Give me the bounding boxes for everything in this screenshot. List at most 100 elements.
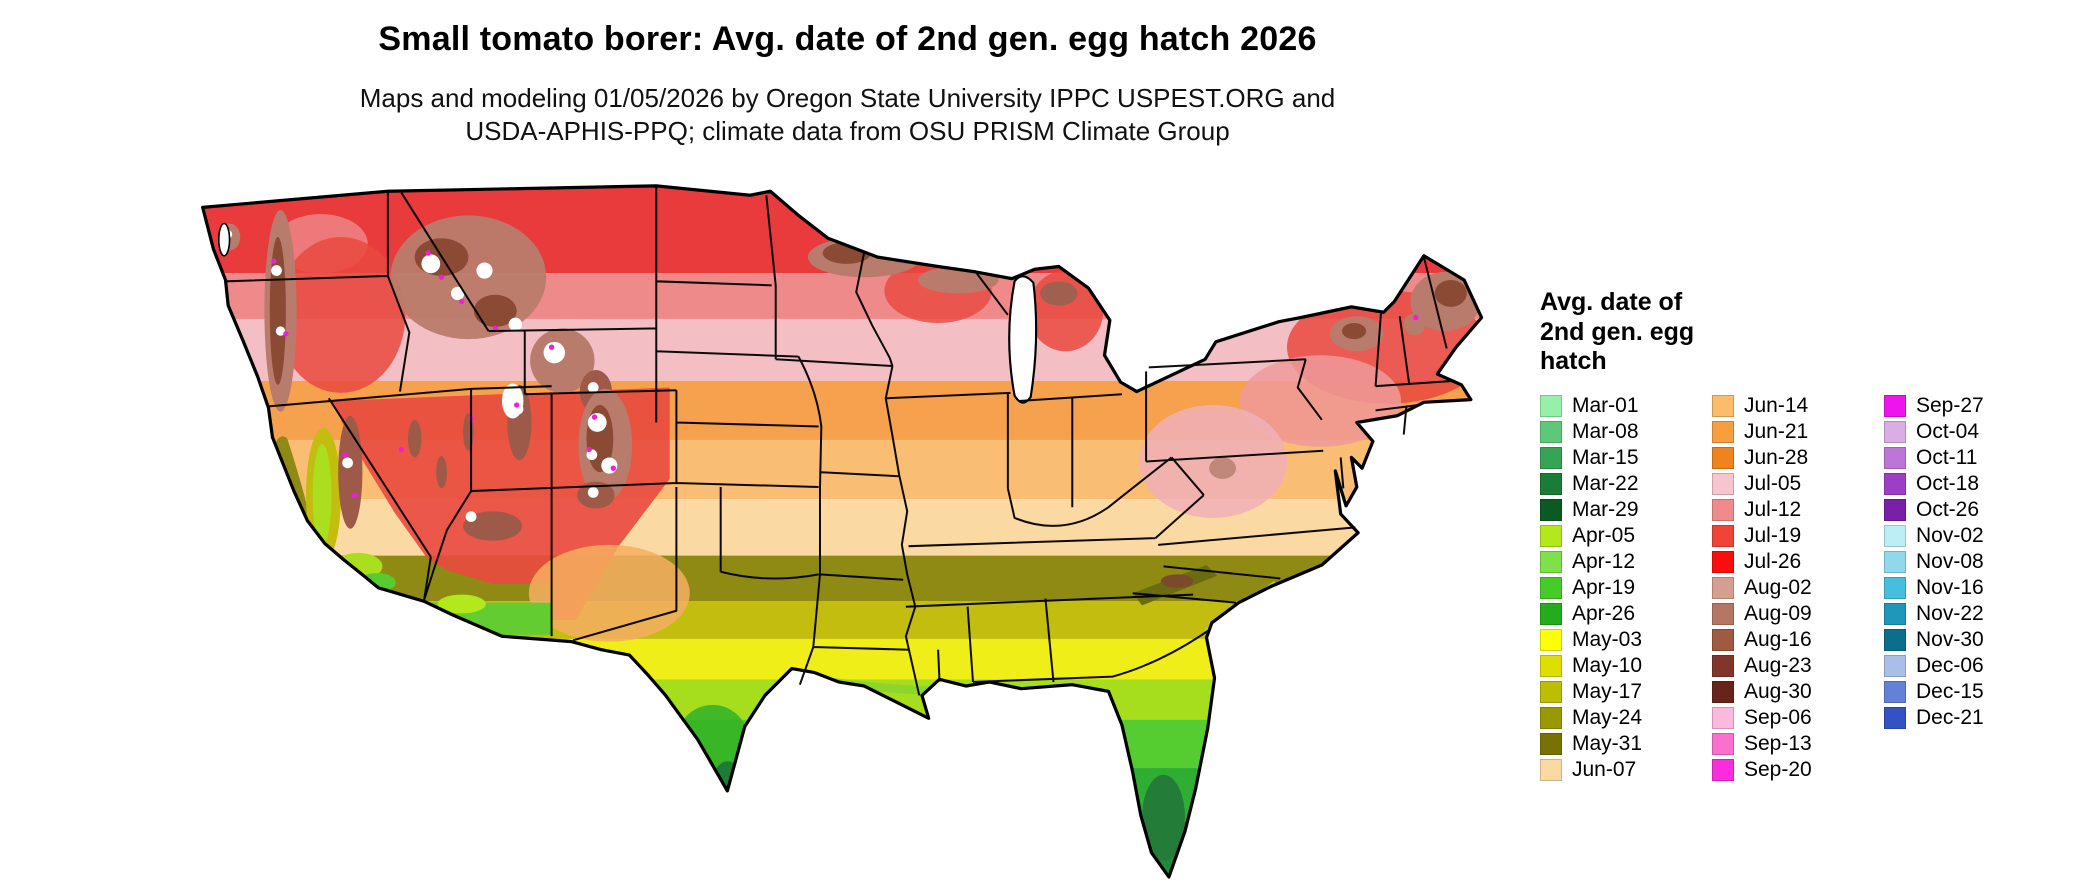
legend-entry: Mar-01 [1540,393,1712,419]
legend-date-label: Oct-18 [1916,471,1980,495]
legend-entry: Mar-08 [1540,419,1712,445]
legend-swatch [1884,680,1906,703]
legend-entry: Jun-21 [1712,419,1884,445]
us-map [201,184,1484,879]
legend-swatch [1712,524,1734,547]
legend-entry: Apr-19 [1540,575,1712,601]
legend-swatch [1712,732,1734,755]
legend-entry: Jul-05 [1712,471,1884,497]
legend-entry: Jul-19 [1712,523,1884,549]
legend-entry: May-31 [1540,731,1712,757]
legend-swatch [1540,446,1562,469]
legend-entry: Jun-07 [1540,757,1712,783]
legend-swatch [1884,654,1906,677]
legend-swatch [1884,576,1906,599]
legend-date-label: Aug-23 [1744,653,1812,677]
legend-swatch [1712,758,1734,781]
legend-swatch [1540,420,1562,443]
legend-swatch [1540,758,1562,781]
legend-entry: Oct-11 [1884,445,1984,471]
legend-swatch [1712,706,1734,729]
legend-swatch [1712,654,1734,677]
legend-entry: Sep-13 [1712,731,1884,757]
country-outline [201,184,1484,879]
legend-date-label: Aug-30 [1744,679,1812,703]
legend-entry: Aug-23 [1712,653,1884,679]
legend-entry: Sep-06 [1712,705,1884,731]
legend-entry: Dec-21 [1884,705,1984,731]
legend-date-label: May-03 [1572,627,1643,651]
legend-date-label: Aug-16 [1744,627,1812,651]
legend-columns: Mar-01 Mar-08 Mar-15 Mar-22 Mar-29 Apr-05 Apr-… [1540,393,2085,783]
legend-date-label: Oct-04 [1916,419,1980,443]
legend-swatch [1884,628,1906,651]
legend-swatch [1884,550,1906,573]
legend-entry: Nov-08 [1884,549,1984,575]
legend-date-label: Jul-19 [1744,523,1802,547]
legend-date-label: May-31 [1572,731,1643,755]
state-borders [226,185,1455,696]
page-title: Small tomato borer: Avg. date of 2nd gen… [378,20,1317,58]
legend-swatch [1540,602,1562,625]
legend-title-line-3: hatch [1540,347,1607,375]
legend-swatch [1712,628,1734,651]
legend-entry: Mar-15 [1540,445,1712,471]
legend-entry: Jun-28 [1712,445,1884,471]
legend-date-label: Apr-26 [1572,601,1636,625]
legend-entry: Apr-05 [1540,523,1712,549]
legend-date-label: Sep-20 [1744,757,1812,781]
legend-swatch [1884,524,1906,547]
legend-entry: Apr-12 [1540,549,1712,575]
legend-swatch [1540,524,1562,547]
legend-date-label: Mar-08 [1572,419,1639,443]
legend-title: Avg. date of 2nd gen. egg hatch [1540,288,2085,377]
legend-date-label: Dec-15 [1916,679,1984,703]
legend-swatch [1884,394,1906,417]
legend-swatch [1540,706,1562,729]
legend-column-2: Jun-14 Jun-21 Jun-28 Jul-05 Jul-12 Jul-19 Jul-… [1712,393,1884,783]
legend-entry: Aug-16 [1712,627,1884,653]
legend-entry: May-24 [1540,705,1712,731]
legend-entry: Aug-02 [1712,575,1884,601]
legend-swatch [1884,602,1906,625]
page-subtitle: Maps and modeling 01/05/2026 by Oregon S… [150,82,1545,149]
legend-entry: Aug-30 [1712,679,1884,705]
legend-swatch [1884,498,1906,521]
legend-date-label: Mar-01 [1572,393,1639,417]
legend-swatch [1540,472,1562,495]
subtitle-line-2: USDA-APHIS-PPQ; climate data from OSU PR… [465,116,1230,147]
legend-entry: Nov-30 [1884,627,1984,653]
legend-entry: Oct-18 [1884,471,1984,497]
map-legend: Avg. date of 2nd gen. egg hatch Mar-01 Ma… [1540,288,2085,783]
legend-swatch [1540,550,1562,573]
legend-entry: Jul-12 [1712,497,1884,523]
legend-date-label: Dec-06 [1916,653,1984,677]
subtitle-line-1: Maps and modeling 01/05/2026 by Oregon S… [359,83,1336,113]
legend-date-label: Apr-12 [1572,549,1636,573]
legend-entry: Sep-27 [1884,393,1984,419]
legend-swatch [1712,550,1734,573]
legend-date-label: Oct-11 [1916,445,1978,469]
legend-swatch [1540,576,1562,599]
legend-swatch [1540,680,1562,703]
legend-date-label: Jul-26 [1744,549,1802,573]
legend-swatch [1540,628,1562,651]
legend-entry: Nov-02 [1884,523,1984,549]
legend-swatch [1712,472,1734,495]
legend-column-3: Sep-27 Oct-04 Oct-11 Oct-18 Oct-26 Nov-02 Nov-… [1884,393,1984,783]
legend-swatch [1712,602,1734,625]
legend-date-label: May-10 [1572,653,1643,677]
legend-title-line-2: 2nd gen. egg [1540,317,1695,346]
legend-date-label: Nov-08 [1916,549,1984,573]
legend-entry: Jul-26 [1712,549,1884,575]
legend-date-label: Sep-06 [1744,705,1812,729]
legend-date-label: Oct-26 [1916,497,1980,521]
legend-entry: May-17 [1540,679,1712,705]
legend-swatch [1712,394,1734,417]
legend-swatch [1884,446,1906,469]
legend-date-label: Mar-29 [1572,497,1639,521]
legend-date-label: Jun-14 [1744,393,1809,417]
legend-date-label: May-17 [1572,679,1643,703]
legend-swatch [1884,420,1906,443]
legend-entry: Sep-20 [1712,757,1884,783]
